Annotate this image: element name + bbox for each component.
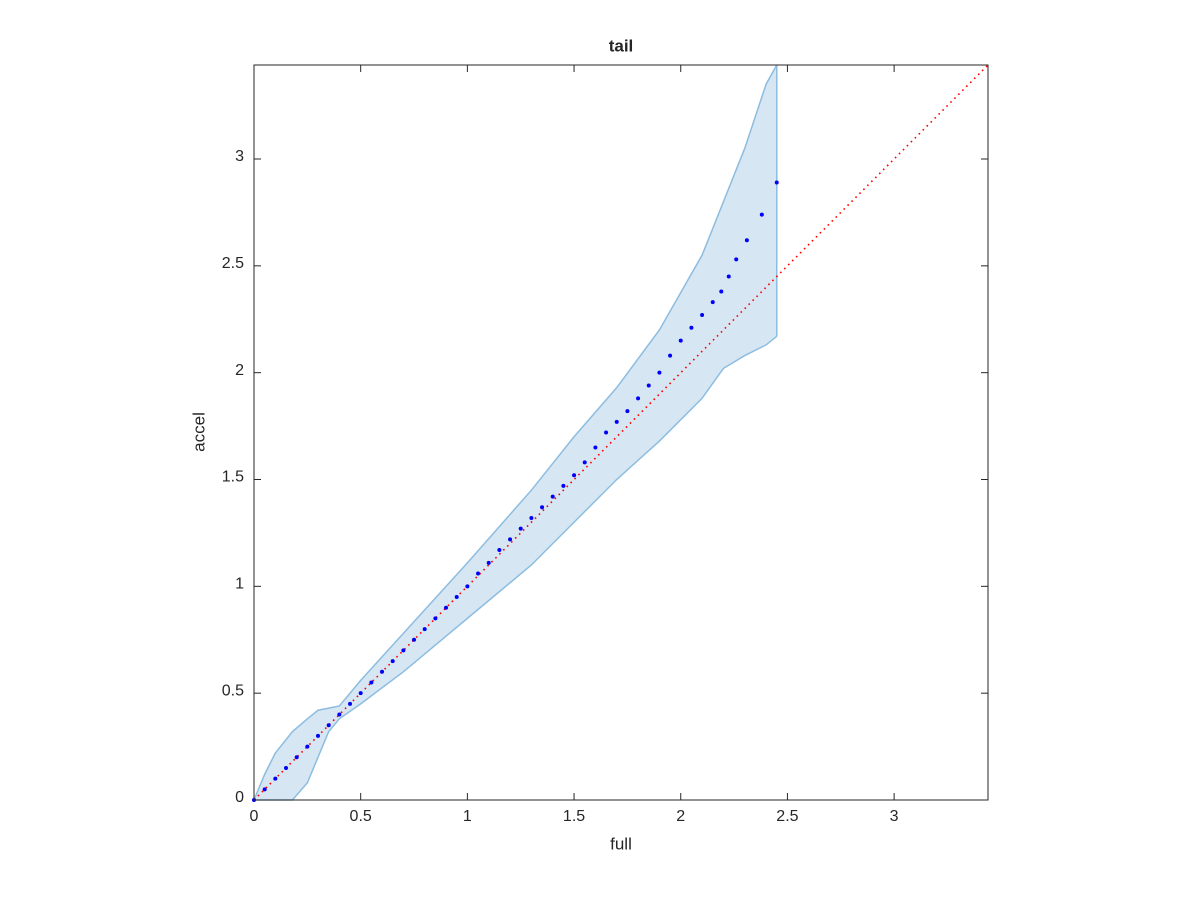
data-point [636, 396, 641, 401]
data-point [678, 338, 683, 343]
data-point [486, 560, 491, 565]
band-upper-edge [253, 64, 778, 801]
x-tick-label: 2 [676, 808, 685, 825]
data-point [476, 571, 481, 576]
y-tick-label: 1.5 [222, 469, 244, 486]
data-point [774, 180, 779, 185]
data-point [326, 723, 331, 728]
data-point [380, 669, 385, 674]
data-point [668, 353, 673, 358]
data-point [689, 325, 694, 330]
x-tick-label: 1 [463, 808, 472, 825]
data-point [604, 430, 609, 435]
x-tick-label: 0.5 [350, 808, 372, 825]
y-tick-label: 3 [235, 148, 244, 165]
data-point [465, 584, 470, 589]
data-point [412, 637, 417, 642]
y-axis-label: accel [189, 412, 208, 452]
chart-title: tail [609, 36, 634, 55]
data-point [700, 312, 705, 317]
data-point [337, 712, 342, 717]
data-point [572, 473, 577, 478]
data-point [305, 744, 310, 749]
data-point [625, 409, 630, 414]
data-point [582, 460, 587, 465]
data-point [316, 733, 321, 738]
data-point [540, 505, 545, 510]
data-point [284, 765, 289, 770]
data-point [710, 300, 715, 305]
data-point [550, 494, 555, 499]
data-point [369, 680, 374, 685]
y-tick-label: 2.5 [222, 255, 244, 272]
x-tick-label: 3 [890, 808, 899, 825]
data-point [657, 370, 662, 375]
data-point [518, 526, 523, 531]
data-point [444, 605, 449, 610]
data-point [614, 419, 619, 424]
data-point [593, 445, 598, 450]
axes-box [253, 64, 989, 801]
data-point [726, 274, 731, 279]
data-point [734, 257, 739, 262]
data-point [401, 648, 406, 653]
data-point [262, 787, 267, 792]
x-tick-label: 2.5 [776, 808, 798, 825]
data-point [454, 595, 459, 600]
y-tick-label: 1 [235, 576, 244, 593]
data-point [744, 238, 749, 243]
data-point [529, 515, 534, 520]
data-point [508, 537, 513, 542]
confidence-band [254, 65, 777, 800]
y-tick-label: 0.5 [222, 682, 244, 699]
data-point [646, 383, 651, 388]
data-point [348, 701, 353, 706]
data-point [561, 483, 566, 488]
data-point [422, 627, 427, 632]
x-tick-label: 0 [250, 808, 259, 825]
x-tick-label: 1.5 [563, 808, 585, 825]
data-point [497, 548, 502, 553]
x-axis-label: full [610, 834, 632, 853]
y-tick-label: 2 [235, 362, 244, 379]
data-point [719, 289, 724, 294]
data-point [759, 212, 764, 217]
data-point [358, 691, 363, 696]
data-point [273, 776, 278, 781]
band-lower-edge [254, 335, 778, 801]
data-point [433, 616, 438, 621]
y-tick-label: 0 [235, 789, 244, 806]
data-point [294, 755, 299, 760]
data-point [390, 659, 395, 664]
